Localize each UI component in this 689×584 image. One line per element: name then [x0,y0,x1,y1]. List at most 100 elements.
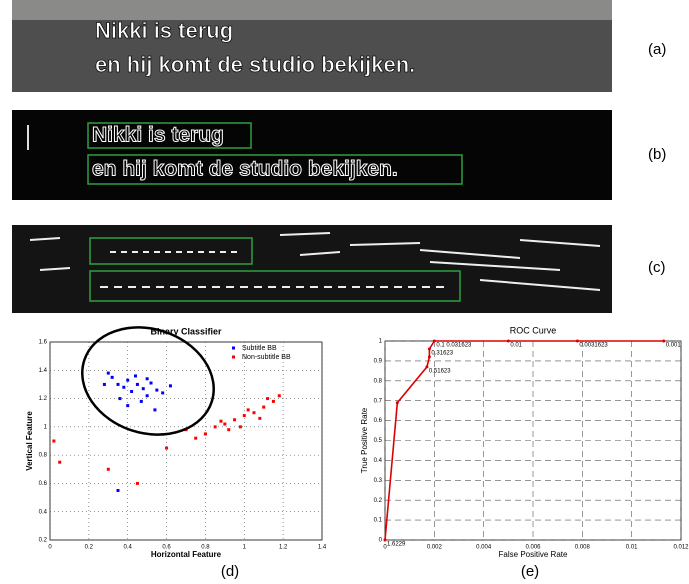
point [140,400,143,403]
y-tick-label: 0.8 [39,453,48,459]
point [266,397,269,400]
point [247,408,250,411]
point [134,374,137,377]
point [118,397,121,400]
x-tick-label: 0.012 [673,545,689,551]
point [233,418,236,421]
point [239,425,242,428]
point [194,437,197,440]
legend-label: Subtitle BB [242,345,277,352]
point [227,428,230,431]
point-label: 0.1 0.031623 [436,343,472,349]
x-tick-label: 0.002 [427,545,443,551]
x-tick-label: 0.2 [85,545,94,551]
point [214,425,217,428]
legend-swatch [232,347,235,350]
x-axis-label: False Positive Rate [499,550,568,559]
chart-title: ROC Curve [510,325,557,335]
y-tick-label: 0.2 [374,498,383,504]
point [117,383,120,386]
point-label: 0.0031623 [579,343,608,349]
panel-a: Nikki is terug en hij komt de studio bek… [12,0,666,92]
point [165,447,168,450]
panel-c: (c) [12,225,666,313]
panel-label: (d) [221,563,239,580]
subtitle-edges: Nikki is terug [92,124,224,147]
x-tick-label: 1.4 [318,545,327,551]
x-tick-label: 0.008 [575,545,591,551]
y-tick-label: 0.8 [374,378,383,384]
subtitle: Nikki is terug [95,18,233,43]
plot-area [50,342,322,540]
point [396,401,399,404]
point [107,372,110,375]
point [223,423,226,426]
panel-label: (a) [648,41,666,58]
point [117,489,120,492]
point-label: 0.31623 [431,351,453,357]
y-tick-label: 1.2 [39,396,48,402]
point [136,482,139,485]
subtitle: en hij komt de studio bekijken. [95,52,415,77]
y-tick-label: 0 [379,538,383,544]
x-tick-label: 0.004 [476,545,492,551]
x-tick-label: 0.4 [124,545,133,551]
point [142,387,145,390]
y-tick-label: 0.1 [374,518,383,524]
legend-label: Non-subtitle BB [242,354,291,361]
point [107,468,110,471]
y-axis-label: Vertical Feature [25,411,34,471]
x-tick-label: 0 [48,545,52,551]
point [111,376,114,379]
y-tick-label: 0.9 [374,358,383,364]
legend-swatch [232,356,235,359]
y-tick-label: 0.6 [39,481,48,487]
panel-label: (c) [648,259,666,276]
point-label: 0.01 [510,343,522,349]
point [253,411,256,414]
point [130,390,133,393]
y-tick-label: 1.4 [39,368,48,374]
point [146,394,149,397]
point [58,461,61,464]
point [126,379,129,382]
point [258,417,261,420]
point [278,394,281,397]
point [103,383,106,386]
y-tick-label: 0.3 [374,478,383,484]
point [52,440,55,443]
y-tick-label: 0.6 [374,418,383,424]
point [150,382,153,385]
point-label: 1.6229 [387,542,406,548]
y-axis-label: True Positive Rate [360,407,369,473]
subtitle-edges: en hij komt de studio bekijken. [92,158,398,181]
x-tick-label: 0.01 [626,545,638,551]
point [161,391,164,394]
point [126,404,129,407]
y-tick-label: 1 [44,424,48,430]
point [204,432,207,435]
point [146,377,149,380]
y-tick-label: 1 [379,339,383,345]
y-tick-label: 1.6 [39,340,48,346]
point [136,383,139,386]
point [153,408,156,411]
y-tick-label: 0.4 [39,509,48,515]
panel-label: (e) [521,563,539,580]
y-tick-label: 0.4 [374,458,383,464]
point [219,420,222,423]
x-tick-label: 1 [243,545,247,551]
point [122,386,125,389]
point [169,384,172,387]
figure: Nikki is terug en hij komt de studio bek… [0,0,689,584]
y-tick-label: 0.2 [39,538,48,544]
point [243,414,246,417]
panel-b: Nikki is terug en hij komt de studio bek… [12,110,666,200]
y-tick-label: 0.7 [374,398,383,404]
y-tick-label: 0.5 [374,438,383,444]
point-label: 0.51623 [429,368,451,374]
point [155,389,158,392]
point [262,406,265,409]
x-axis-label: Horizontal Feature [151,550,222,559]
point-label: 0.001 [666,343,682,349]
